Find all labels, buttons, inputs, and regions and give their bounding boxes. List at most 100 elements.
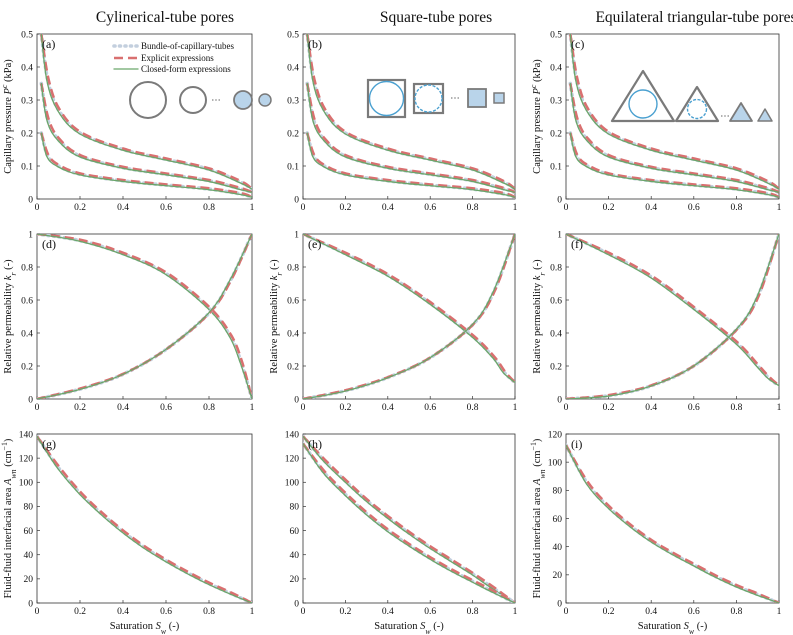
x-tick-label: 0.6	[688, 203, 700, 213]
explicit-curve	[37, 234, 252, 399]
y-tick-label: 120	[285, 454, 300, 464]
x-tick-label: 0	[564, 203, 569, 213]
panel-label: (f)	[571, 237, 583, 251]
x-axis-label: Saturation Sw (-)	[374, 621, 444, 635]
bundle-curve	[568, 34, 779, 191]
x-tick-label: 0.8	[730, 403, 742, 413]
ellipsis: ⋯	[450, 94, 460, 104]
y-tick-label: 0.2	[21, 362, 33, 372]
curves	[566, 443, 779, 603]
x-tick-label: 0.8	[203, 203, 215, 213]
x-tick-label: 0.4	[645, 203, 657, 213]
bundle-curve	[566, 443, 779, 603]
closed-form-curve	[566, 444, 779, 603]
x-tick-label: 0.8	[730, 607, 742, 617]
explicit-curve	[303, 435, 515, 603]
x-tick-label: 0	[564, 403, 569, 413]
x-tick-label: 0.2	[74, 203, 86, 213]
y-tick-label: 0.1	[550, 162, 562, 172]
x-tick-label: 0.4	[382, 203, 394, 213]
axes-frame	[302, 233, 516, 400]
curves	[568, 34, 779, 199]
y-axis-label: Fluid-fluid interfacial area Awn (cm−1)	[0, 438, 18, 598]
closed-form-curve	[37, 234, 252, 399]
x-tick-label: 0.6	[160, 607, 172, 617]
x-tick-label: 0	[564, 607, 569, 617]
panel-c: 0 0.2 0.4 0.6 0.8 1 0 0.1 0.2 0.3 0.4 0.5 (c) Capilla…	[529, 30, 782, 213]
y-tick-label: 0.4	[21, 329, 33, 339]
curves	[303, 434, 515, 603]
x-tick-label: 0.6	[424, 607, 436, 617]
axes-frame	[302, 33, 516, 200]
closed-form-curve	[569, 132, 779, 198]
x-tick-label: 1	[250, 403, 255, 413]
closed-form-curve	[306, 82, 515, 194]
x-tick-label: 0.6	[688, 607, 700, 617]
y-tick-label: 100	[19, 479, 34, 489]
explicit-curve	[569, 34, 779, 191]
x-tick-label: 0.4	[117, 403, 129, 413]
x-tick-label: 0.4	[117, 203, 129, 213]
panel-d: 0 0.2 0.4 0.6 0.8 1 0 0.2 0.4 0.6 0.8 1 (d) Relative …	[3, 230, 255, 413]
x-tick-label: 1	[513, 403, 518, 413]
x-tick-label: 0.2	[74, 403, 86, 413]
legend-label: Explicit expressions	[141, 53, 214, 63]
x-tick-label: 0	[35, 203, 40, 213]
bundle-curve	[566, 234, 779, 388]
y-tick-label: 1	[557, 230, 562, 240]
explicit-curve	[303, 234, 515, 399]
y-tick-label: 0	[28, 395, 33, 405]
y-tick-label: 0	[557, 195, 562, 205]
closed-form-curve	[306, 132, 515, 198]
bundle-curve	[37, 234, 252, 399]
closed-form-curve	[40, 34, 252, 190]
bundle-curve	[305, 131, 515, 199]
bundle-curve	[305, 34, 515, 191]
x-tick-label: 0.6	[688, 403, 700, 413]
axes-frame	[565, 33, 780, 200]
bundle-curve	[39, 131, 252, 199]
y-axis-label: Relative permeability kr (-)	[269, 259, 284, 374]
y-tick-label: 80	[24, 503, 34, 513]
axes-frame	[36, 233, 253, 400]
y-tick-label: 0.5	[21, 30, 33, 40]
x-tick-label: 1	[250, 607, 255, 617]
x-tick-label: 0	[301, 203, 306, 213]
y-tick-label: 0.3	[550, 96, 562, 106]
panel-g: 0 0.2 0.4 0.6 0.8 1 0 20 40 60 80 100 120 140 (g) Fluid…	[0, 430, 255, 635]
x-tick-label: 0.2	[339, 203, 351, 213]
curves	[305, 34, 515, 199]
x-tick-label: 1	[513, 607, 518, 617]
y-tick-label: 1	[294, 230, 299, 240]
bundle-curve	[37, 434, 252, 603]
closed-form-curve	[566, 234, 779, 399]
x-tick-label: 0.2	[339, 607, 351, 617]
explicit-curve	[566, 234, 779, 387]
y-tick-label: 0.6	[287, 296, 299, 306]
x-tick-label: 0.8	[203, 607, 215, 617]
ellipsis: ⋯	[211, 96, 221, 106]
closed-form-curve	[306, 34, 515, 190]
explicit-curve	[37, 234, 252, 399]
x-tick-label: 0.6	[424, 203, 436, 213]
explicit-curve	[566, 444, 779, 603]
explicit-curve	[303, 442, 515, 603]
axes-frame	[36, 33, 253, 200]
y-tick-label: 0.2	[550, 129, 562, 139]
circle-tube-icon: ⋯	[129, 81, 272, 119]
panel-h: 0 0.2 0.4 0.6 0.8 1 0 20 40 60 80 100 120 140 (h) Satur…	[285, 430, 518, 635]
panel-label: (b)	[308, 37, 322, 51]
closed-form-curve	[37, 435, 252, 603]
y-tick-label: 0.4	[287, 329, 299, 339]
curves	[37, 434, 252, 603]
panel-label: (i)	[571, 437, 582, 451]
x-tick-label: 0.4	[382, 607, 394, 617]
x-tick-label: 0.2	[603, 203, 615, 213]
column-title: Equilateral triangular-tube pores	[595, 9, 793, 26]
closed-form-curve	[303, 443, 515, 603]
x-tick-label: 0.2	[603, 607, 615, 617]
x-tick-label: 0	[301, 607, 306, 617]
y-tick-label: 1	[28, 230, 33, 240]
x-tick-label: 1	[777, 403, 782, 413]
closed-form-curve	[566, 234, 779, 387]
